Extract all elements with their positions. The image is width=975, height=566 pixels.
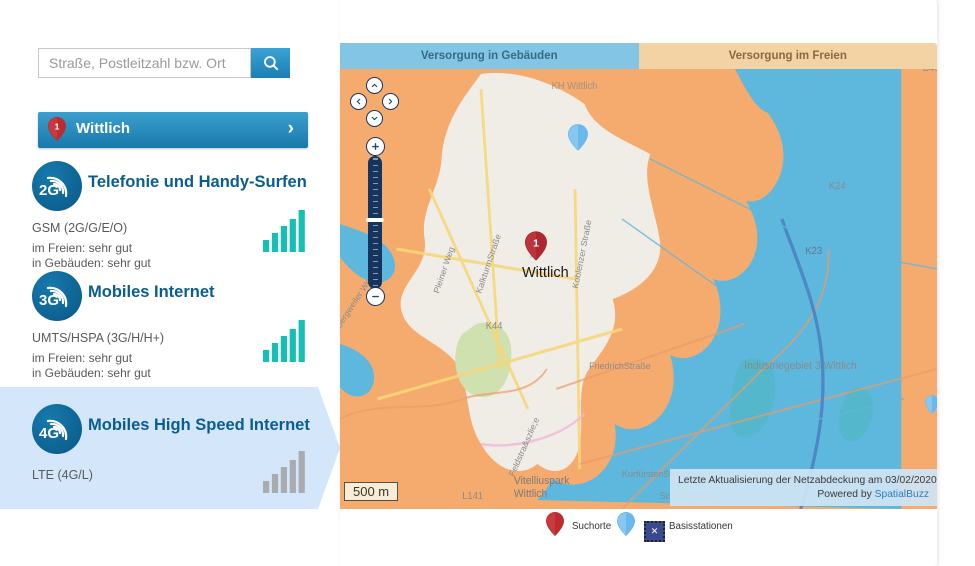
svg-text:1: 1 xyxy=(55,121,60,131)
